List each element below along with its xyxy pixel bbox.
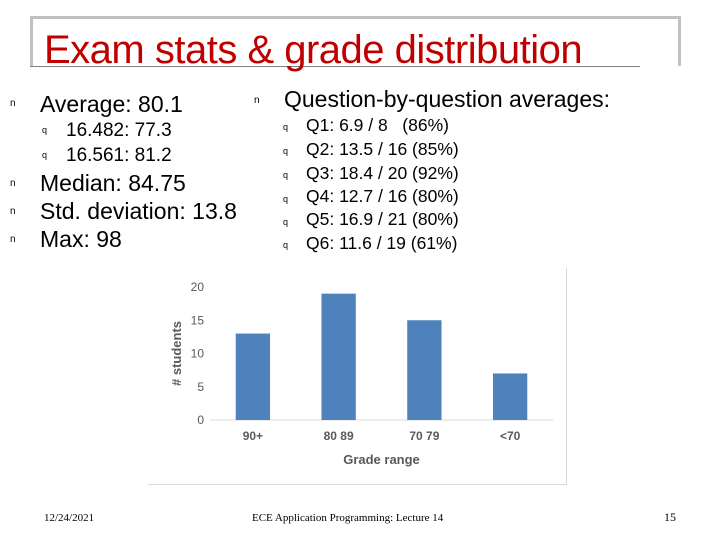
title-underline <box>30 66 640 67</box>
bar <box>492 373 528 420</box>
page-number: 15 <box>664 510 676 524</box>
sub-item-16561: 16.561: 81.2 <box>66 145 172 166</box>
sub-bullet-icon: q <box>283 240 289 250</box>
x-tick-label: 80 89 <box>324 429 354 443</box>
x-tick-label: 90+ <box>243 429 263 443</box>
footer-lecture: ECE Application Programming: Lecture 14 <box>252 512 444 524</box>
title-frame-right <box>678 16 681 66</box>
sub-bullet-icon: q <box>42 150 48 160</box>
sub-bullet-icon: q <box>283 194 289 204</box>
average-item: Average: 80.1 <box>40 91 183 117</box>
grade-distribution-chart: 0 5 10 15 20 90+ 80 89 70 79 <70 Grade range # stu… <box>148 268 567 485</box>
x-axis-title: Grade range <box>343 452 420 467</box>
bullet-icon: n <box>10 206 16 217</box>
question-item-q3: Q3: 18.4 / 20 (92%) <box>306 163 459 183</box>
y-tick-label: 10 <box>191 347 205 361</box>
std-deviation-item: Std. deviation: 13.8 <box>40 198 237 224</box>
title-frame-left <box>30 16 33 66</box>
sub-bullet-icon: q <box>283 146 289 156</box>
chart-svg: 0 5 10 15 20 90+ 80 89 70 79 <70 Grade range # stu… <box>169 280 553 467</box>
title-frame-top <box>30 16 680 19</box>
bullet-icon: n <box>10 178 16 189</box>
bullet-icon: n <box>10 98 16 109</box>
slide-title: Exam stats & grade distribution <box>44 28 583 72</box>
y-tick-label: 15 <box>191 313 205 327</box>
bar <box>407 320 442 420</box>
bar <box>321 293 356 420</box>
sub-bullet-icon: q <box>42 125 48 135</box>
x-tick-label: 70 79 <box>409 429 439 443</box>
x-tick-label: <70 <box>500 429 521 443</box>
sub-bullet-icon: q <box>283 170 289 180</box>
y-tick-label: 20 <box>191 280 205 294</box>
bullet-icon: n <box>10 234 16 245</box>
sub-bullet-icon: q <box>283 122 289 132</box>
sub-bullet-icon: q <box>283 217 289 227</box>
median-item: Median: 84.75 <box>40 170 186 196</box>
y-tick-label: 0 <box>197 413 204 427</box>
bar <box>235 333 271 420</box>
max-item: Max: 98 <box>40 226 122 252</box>
y-axis-title: # students <box>169 321 184 386</box>
sub-item-16482: 16.482: 77.3 <box>66 120 172 141</box>
question-item-q2: Q2: 13.5 / 16 (85%) <box>306 139 459 159</box>
bullet-icon: n <box>254 95 260 106</box>
y-tick-label: 5 <box>197 380 204 394</box>
question-item-q6: Q6: 11.6 / 19 (61%) <box>306 233 458 253</box>
question-averages-heading: Question-by-question averages: <box>284 86 611 112</box>
question-item-q5: Q5: 16.9 / 21 (80%) <box>306 209 459 229</box>
question-item-q4: Q4: 12.7 / 16 (80%) <box>306 186 459 206</box>
footer-date: 12/24/2021 <box>44 512 95 524</box>
question-item-q1: Q1: 6.9 / 8 (86%) <box>306 115 449 135</box>
